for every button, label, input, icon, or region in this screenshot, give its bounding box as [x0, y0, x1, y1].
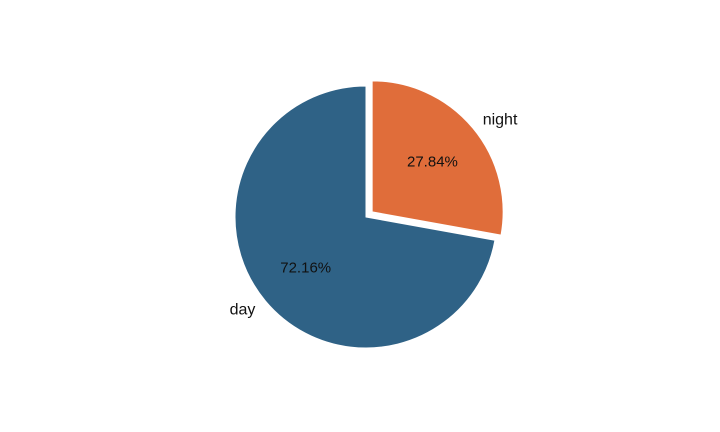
pie-slice-night: [371, 80, 504, 236]
pie-category-label-night: night: [483, 111, 518, 128]
pie-slice-day: [234, 85, 496, 349]
pie-category-label-day: day: [230, 301, 256, 318]
pie-value-label-day: 72.16%: [280, 259, 331, 276]
pie-value-label-night: 27.84%: [407, 153, 458, 170]
